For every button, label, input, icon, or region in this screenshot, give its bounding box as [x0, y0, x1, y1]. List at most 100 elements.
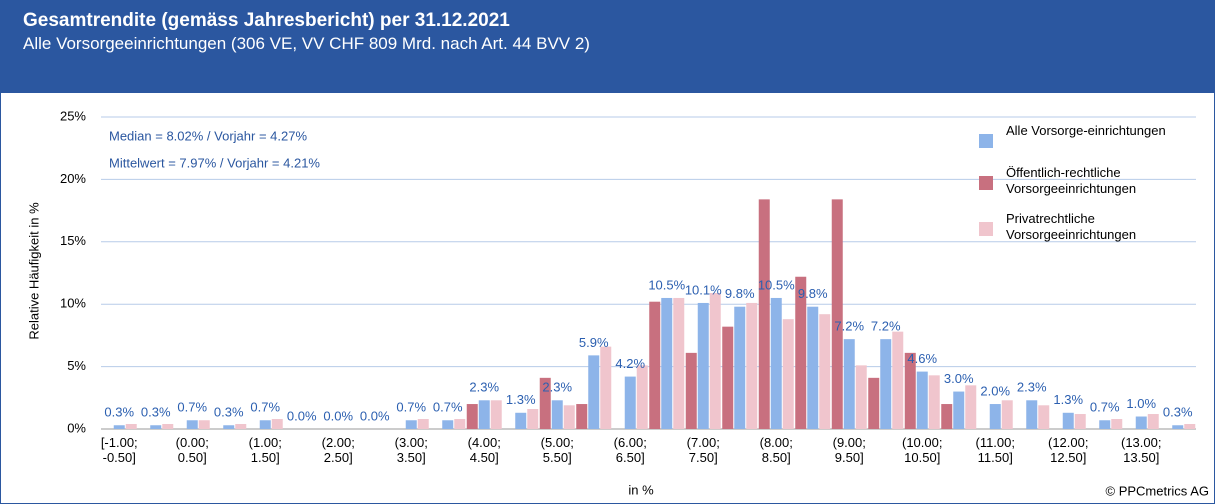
bar — [527, 409, 539, 429]
bar — [941, 404, 953, 429]
data-label: 3.0% — [944, 371, 974, 386]
bar — [490, 400, 502, 429]
x-tick-label: (13.00; 13.50] — [1121, 435, 1162, 465]
bar — [1099, 420, 1111, 429]
bar — [722, 326, 734, 429]
x-axis-label: in % — [628, 482, 654, 497]
bar — [953, 391, 965, 429]
y-axis-label: Relative Häufigkeit in % — [26, 202, 41, 340]
bar — [831, 199, 843, 429]
data-label: 9.8% — [725, 286, 755, 301]
bar — [466, 404, 478, 429]
data-label: 10.1% — [685, 282, 722, 297]
data-label: 9.8% — [798, 286, 828, 301]
x-tick-label: (6.00; 6.50] — [613, 435, 647, 465]
data-label: 0.3% — [214, 405, 244, 420]
legend-swatch — [979, 176, 993, 190]
data-label: 0.7% — [396, 400, 426, 415]
bar — [588, 355, 600, 429]
x-tick-label: (1.00; 1.50] — [248, 435, 282, 465]
data-label: 5.9% — [579, 335, 609, 350]
bar — [770, 297, 782, 429]
bar — [709, 292, 721, 429]
y-tick-label: 0% — [67, 420, 86, 435]
bar — [989, 404, 1001, 429]
legend-label: Alle Vorsorge-einrichtungen — [1006, 123, 1166, 138]
data-label: 0.7% — [433, 400, 463, 415]
bar — [1062, 412, 1074, 429]
bar — [965, 385, 977, 429]
data-label: 2.3% — [1017, 380, 1047, 395]
bar — [746, 302, 758, 429]
x-tick-label: (5.00; 5.50] — [540, 435, 574, 465]
bar — [782, 319, 794, 429]
data-label: 0.7% — [250, 400, 280, 415]
bar — [417, 419, 429, 429]
bar — [734, 306, 746, 429]
data-label: 10.5% — [648, 277, 685, 292]
bar — [928, 375, 940, 429]
bar — [916, 371, 928, 429]
data-label: 1.3% — [1053, 392, 1083, 407]
bar — [576, 404, 588, 429]
title: Gesamtrendite (gemäss Jahresbericht) per… — [23, 10, 510, 31]
bar — [904, 352, 916, 429]
x-tick-label: (0.00; 0.50] — [175, 435, 209, 465]
x-tick-label: (8.00; 8.50] — [759, 435, 793, 465]
bar — [807, 306, 819, 429]
bar — [697, 302, 709, 429]
bar — [478, 400, 490, 429]
x-tick-label: (12.00; 12.50] — [1048, 435, 1089, 465]
bar — [259, 420, 271, 429]
bar — [1038, 405, 1050, 429]
bar — [539, 377, 551, 429]
data-label: 1.3% — [506, 392, 536, 407]
subtitle: Alle Vorsorgeeinrichtungen (306 VE, VV C… — [23, 34, 590, 53]
bar — [758, 199, 770, 429]
data-label: 2.3% — [469, 380, 499, 395]
bar — [223, 425, 235, 429]
bar — [685, 352, 697, 429]
bar — [673, 297, 685, 429]
data-label: 0.3% — [104, 405, 134, 420]
bar — [186, 420, 198, 429]
bar — [1172, 425, 1184, 429]
data-label: 0.7% — [177, 400, 207, 415]
x-tick-label: (11.00; 11.50] — [975, 435, 1015, 465]
x-tick-label: (2.00; 2.50] — [321, 435, 355, 465]
data-label: 0.3% — [141, 405, 171, 420]
bar — [271, 419, 283, 429]
bar — [636, 365, 648, 429]
legend-label: Privatrechtliche Vorsorgeeinrichtungen — [1006, 211, 1137, 242]
bar — [1001, 400, 1013, 429]
data-label: 0.0% — [287, 408, 317, 423]
bar — [405, 420, 417, 429]
y-tick-label: 20% — [60, 171, 86, 186]
bar — [198, 420, 210, 429]
bar — [551, 400, 563, 429]
bar — [1135, 416, 1147, 429]
data-label: 4.2% — [615, 356, 645, 371]
data-label: 0.0% — [360, 408, 390, 423]
legend-swatch — [979, 222, 993, 236]
data-label: 0.3% — [1163, 405, 1193, 420]
data-label: 0.7% — [1090, 400, 1120, 415]
data-label: 4.6% — [907, 351, 937, 366]
bar — [624, 376, 636, 429]
x-tick-label: (9.00; 9.50] — [832, 435, 866, 465]
bar — [819, 314, 831, 429]
bar — [1111, 419, 1123, 429]
y-tick-label: 15% — [60, 233, 86, 248]
bar — [563, 405, 575, 429]
bar — [162, 424, 174, 429]
bar — [1026, 400, 1038, 429]
data-label: 7.2% — [871, 319, 901, 334]
copyright: © PPCmetrics AG — [1106, 483, 1210, 498]
bar — [843, 339, 855, 429]
y-tick-label: 5% — [67, 358, 86, 373]
x-tick-label: (3.00; 3.50] — [394, 435, 428, 465]
bar — [442, 420, 454, 429]
bar — [868, 377, 880, 429]
